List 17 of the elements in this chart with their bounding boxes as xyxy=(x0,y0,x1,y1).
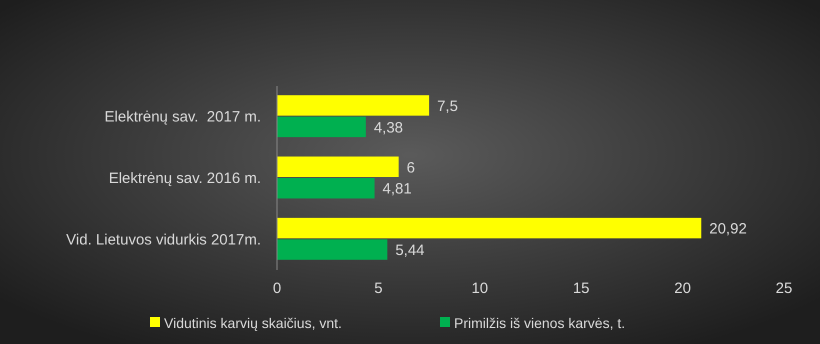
x-tick-label: 20 xyxy=(674,280,691,297)
data-label: 6 xyxy=(406,159,416,176)
y-tick-label: Elektrėnų sav. 2017 m. xyxy=(104,108,261,126)
y-tick-label: Elektrėnų sav. 2016 m. xyxy=(108,170,261,187)
y-tick-label: Vid. Lietuvos vidurkis 2017m. xyxy=(66,231,261,248)
x-tick-label: 5 xyxy=(374,280,383,297)
legend-label: Vidutinis karvių skaičius, vnt. xyxy=(164,315,342,331)
data-label: 7,5 xyxy=(437,98,458,115)
x-tick-label: 10 xyxy=(471,280,488,297)
x-tick-label: 25 xyxy=(776,280,792,297)
data-label: 5,44 xyxy=(395,242,425,260)
data-label: 4,38 xyxy=(374,119,404,136)
data-label: 20,92 xyxy=(709,220,747,238)
legend-label: Primilžis iš vienos karvės, t. xyxy=(454,315,626,331)
x-tick-label: 15 xyxy=(572,280,590,297)
data-label: 4,81 xyxy=(382,180,412,198)
x-tick-label: 0 xyxy=(272,280,282,297)
